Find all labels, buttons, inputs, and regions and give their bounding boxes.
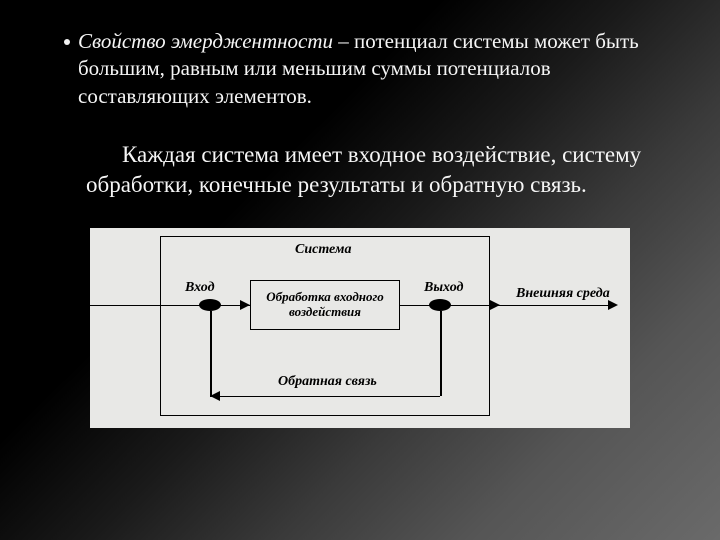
paragraph: Каждая система имеет входное воздействие… — [86, 140, 660, 200]
line-fb-left-v — [210, 311, 212, 396]
system-diagram: Система Вход Выход Внешняя среда Обратна… — [90, 228, 630, 428]
line-fb-right-v — [440, 311, 442, 396]
label-env: Внешняя среда — [516, 286, 610, 302]
label-feedback: Обратная связь — [278, 374, 377, 390]
node-output — [429, 299, 451, 311]
line-fb-h — [210, 396, 440, 398]
arrow-into-inner — [240, 300, 250, 310]
label-input: Вход — [185, 280, 215, 296]
bullet-text: Свойство эмерджентности – потенциал сист… — [78, 28, 680, 110]
arrow-out-system — [490, 300, 500, 310]
processing-box: Обработка входного воздействия — [250, 280, 400, 330]
line-main-in — [90, 305, 160, 307]
bullet-italic-term: Свойство эмерджентности — [78, 29, 333, 53]
label-system: Система — [295, 242, 352, 258]
bullet-marker — [64, 39, 70, 45]
diagram-container: Система Вход Выход Внешняя среда Обратна… — [40, 228, 680, 428]
label-output: Выход — [424, 280, 463, 296]
arrow-env — [608, 300, 618, 310]
node-input — [199, 299, 221, 311]
arrow-feedback — [210, 391, 220, 401]
bullet-item: Свойство эмерджентности – потенциал сист… — [64, 28, 680, 110]
line-env — [490, 305, 608, 307]
